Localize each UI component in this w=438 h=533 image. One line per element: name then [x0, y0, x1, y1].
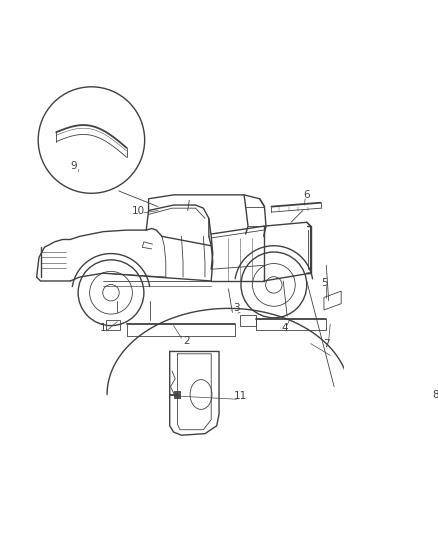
- Text: 10: 10: [132, 206, 145, 215]
- Text: 11: 11: [233, 391, 247, 401]
- Polygon shape: [173, 391, 180, 399]
- Text: 2: 2: [184, 336, 190, 346]
- Text: 5: 5: [321, 278, 328, 288]
- Text: 1: 1: [100, 323, 106, 333]
- Text: 8: 8: [433, 390, 438, 400]
- Text: 4: 4: [282, 323, 288, 333]
- Text: 7: 7: [323, 338, 330, 349]
- Text: 3: 3: [233, 303, 240, 313]
- Text: 9: 9: [70, 161, 77, 171]
- Text: 6: 6: [304, 190, 310, 200]
